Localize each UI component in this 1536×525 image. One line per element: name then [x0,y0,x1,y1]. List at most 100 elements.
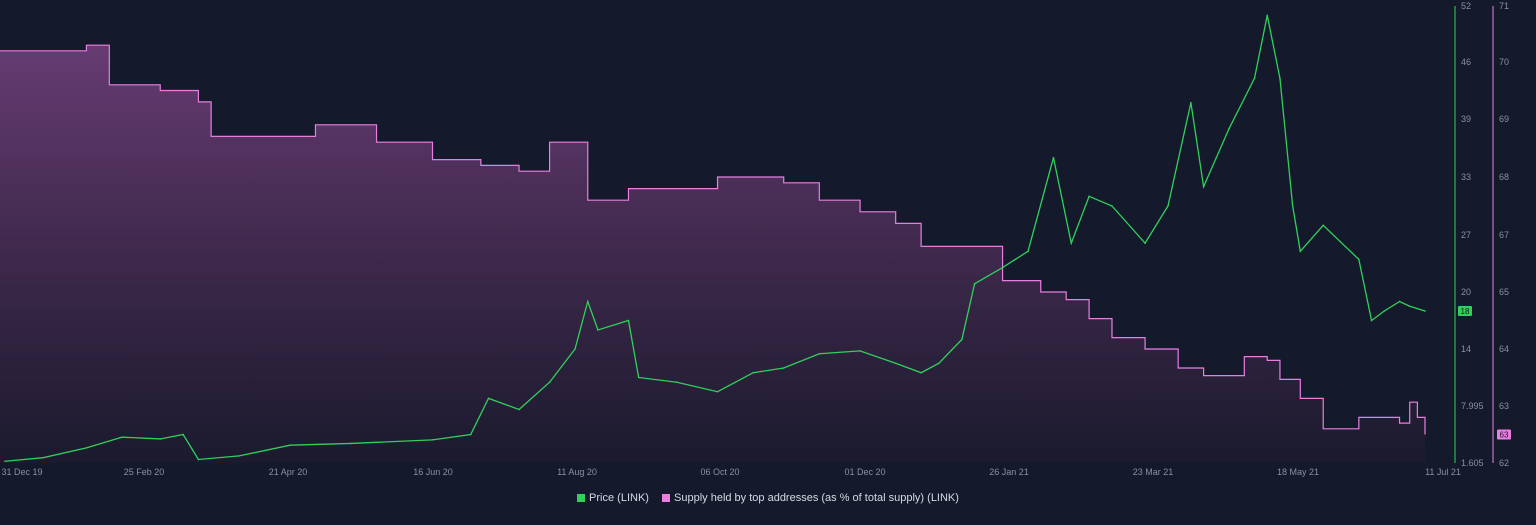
supply-tick-label: 63 [1499,401,1509,411]
price-last-badge [1458,306,1472,316]
legend-swatch-supply [662,494,671,502]
x-tick-label: 06 Oct 20 [700,467,739,477]
supply-tick-label: 71 [1499,1,1509,11]
supply-area [0,45,1425,463]
x-tick-label: 01 Dec 20 [844,467,885,477]
price-point [586,300,589,303]
series-lines-layer [0,14,1426,463]
price-point [121,436,123,438]
price-point [1228,127,1230,130]
price-point [938,362,940,365]
price-point [961,338,963,341]
price-point [574,348,576,350]
price-point [676,381,678,384]
price-point [487,397,490,400]
price-point [1253,77,1256,80]
legend-item-price[interactable]: Price (LINK) [577,492,649,504]
price-point [1167,205,1169,207]
price-tick-label: 33 [1461,172,1471,182]
price-point [1279,77,1281,80]
price-point [431,439,434,441]
legend-item-supply[interactable]: Supply held by top addresses (as % of to… [662,492,959,504]
x-tick-label: 31 Dec 19 [1,467,42,477]
price-point [1070,242,1073,244]
supply-tick-label: 65 [1499,287,1509,297]
price-point [1088,195,1090,198]
price-point [159,438,162,440]
supply-tick-label: 68 [1499,172,1509,182]
price-point [894,362,897,365]
price-point [1370,319,1373,322]
price-tick-label: 39 [1461,114,1471,124]
price-tick-label: 7.995 [1461,401,1484,411]
price-tick-label: 46 [1461,57,1471,67]
supply-tick-label: 64 [1499,344,1509,354]
price-point [597,329,599,331]
price-point [1190,101,1192,104]
price-point [1398,300,1401,303]
price-point [518,408,520,411]
price-point [238,455,240,457]
price-point [782,367,785,369]
price-point [1144,242,1146,244]
price-point [469,433,472,436]
price-point [973,283,976,285]
price-point [716,390,719,393]
price-point [1215,156,1218,159]
price-tick-label: 52 [1461,1,1471,11]
supply-tick-label: 62 [1499,458,1509,468]
x-tick-label: 11 Aug 20 [557,467,597,477]
price-point [1291,205,1294,207]
legend-swatch-price [577,494,586,502]
price-point [4,460,6,463]
legend-label-price: Price (LINK) [589,492,649,504]
price-tick-label: 14 [1461,344,1471,354]
price-tick-label: 20 [1461,287,1471,297]
price-point [548,381,551,384]
supply-last-badge-text: 63 [1500,431,1509,440]
x-tick-label: 16 Jun 20 [413,467,453,477]
price-point [1027,250,1029,253]
price-point [637,376,640,379]
supply-tick-label: 70 [1499,57,1509,67]
supply-area-layer [0,45,1425,463]
supply-tick-label: 67 [1499,230,1509,240]
price-point [42,456,44,459]
price-point [752,371,754,374]
price-point [1266,14,1269,17]
x-tick-label: 11 Jul 21 [1425,467,1461,477]
price-point [350,442,352,445]
price-point [627,319,630,322]
x-tick-label: 18 May 21 [1277,467,1319,477]
legend: Price (LINK) Supply held by top addresse… [0,492,1536,505]
price-point [818,352,821,355]
supply-last-badge [1497,429,1511,440]
price-tick-label: 1.605 [1461,458,1484,468]
axes-layer: 52 46 39 33 27 20 14 7.995 1.605 71 70 69 68 67 65 64 63… [1,1,1511,477]
price-point [1383,310,1386,312]
x-tick-label: 25 Feb 20 [124,467,165,477]
price-last-badge-text: 18 [1461,307,1470,316]
price-point [85,447,88,449]
x-tick-label: 26 Jan 21 [989,467,1029,477]
x-tick-label: 23 Mar 21 [1133,467,1174,477]
price-point [182,433,184,436]
x-tick-label: 21 Apr 20 [269,467,308,477]
price-point [1001,266,1004,269]
price-point [1111,205,1113,207]
price-point [289,444,291,447]
price-point [1358,258,1360,261]
price-point [1299,250,1302,253]
supply-line [0,44,1426,435]
price-tick-label: 27 [1461,230,1471,240]
price-point [1202,185,1205,188]
price-point [859,350,861,352]
legend-label-supply: Supply held by top addresses (as % of to… [674,492,959,504]
price-point [1052,156,1055,159]
price-point [920,371,922,374]
price-point [1322,224,1325,227]
supply-tick-label: 69 [1499,114,1509,124]
price-point [197,458,200,461]
